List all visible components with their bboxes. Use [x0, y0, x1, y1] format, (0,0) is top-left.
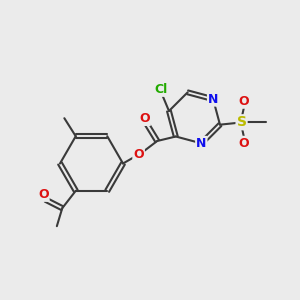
Text: N: N: [196, 137, 206, 150]
Text: Cl: Cl: [155, 83, 168, 96]
Text: N: N: [208, 93, 218, 106]
Text: S: S: [237, 115, 247, 129]
Text: O: O: [133, 148, 144, 161]
Text: O: O: [139, 112, 150, 125]
Text: O: O: [239, 137, 249, 150]
Text: O: O: [239, 95, 249, 108]
Text: O: O: [38, 188, 49, 201]
